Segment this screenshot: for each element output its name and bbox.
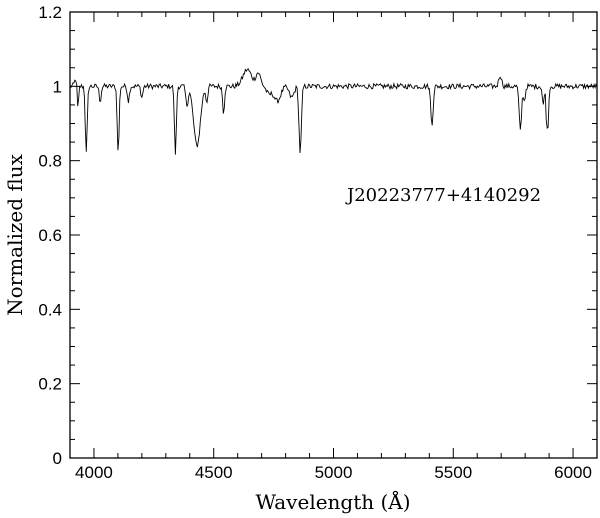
y-tick-label: 0.4 [38,300,62,319]
object-annotation: J20223777+4140292 [345,185,541,206]
x-tick-label: 5500 [434,463,472,482]
x-axis-ticks [69,12,598,458]
x-axis-title: Wavelength (Å) [255,489,410,514]
spectrum-line [69,68,598,155]
y-axis-ticks [70,11,597,459]
x-tick-label: 5000 [315,463,353,482]
x-tick-label: 4000 [75,463,113,482]
x-tick-label: 4500 [195,463,233,482]
y-axis-tick-labels: 0 0.2 0.4 0.6 0.8 1 1.2 [38,3,62,468]
y-tick-label: 0.2 [38,375,62,394]
x-axis-tick-labels: 4000 4500 5000 5500 6000 [75,463,592,482]
x-tick-label: 6000 [554,463,592,482]
plot-frame [69,11,598,459]
y-tick-label: 1 [53,77,62,96]
y-tick-label: 1.2 [38,3,62,22]
y-tick-label: 0 [53,449,62,468]
y-tick-label: 0.6 [38,226,62,245]
y-axis-title: Normalized flux [3,153,27,316]
y-tick-label: 0.8 [38,152,62,171]
